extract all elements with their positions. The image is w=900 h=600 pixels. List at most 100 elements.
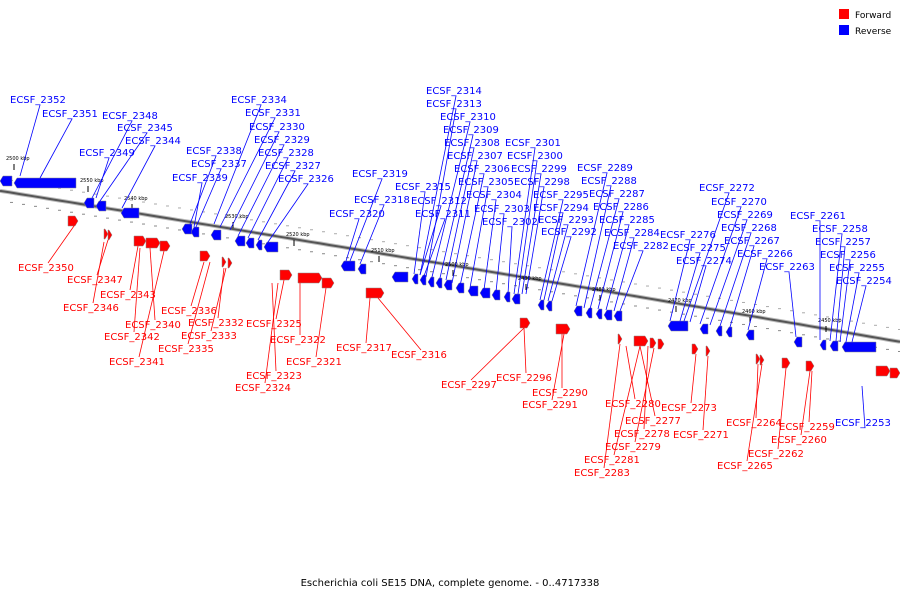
reverse-gene-label: ECSF_2258 (812, 224, 868, 235)
reverse-gene-label: ECSF_2253 (835, 418, 891, 429)
forward-gene-label: ECSF_2279 (605, 442, 661, 453)
label-leader (419, 95, 457, 276)
reverse-gene-label: ECSF_2276 (660, 230, 716, 241)
label-leader (459, 173, 485, 287)
reverse-gene-label: ECSF_2310 (440, 112, 496, 123)
gene-features (0, 175, 900, 379)
reverse-gene-label: ECSF_2272 (699, 183, 755, 194)
forward-gene-label: ECSF_2317 (336, 343, 392, 354)
map-caption: Escherichia coli SE15 DNA, complete geno… (300, 578, 600, 589)
tick-label: 2500 kbp (445, 262, 469, 268)
reverse-gene-label: ECSF_2320 (329, 209, 385, 220)
forward-gene-glyph (199, 250, 211, 262)
reverse-gene-label: ECSF_2318 (354, 195, 410, 206)
label-leader (483, 199, 497, 291)
label-leader (634, 347, 655, 443)
forward-gene-glyph (221, 256, 227, 268)
reverse-gene-glyph (255, 239, 263, 251)
label-leader (229, 131, 280, 231)
reverse-gene-label: ECSF_2285 (599, 215, 655, 226)
forward-gene-label: ECSF_2296 (496, 373, 552, 384)
reverse-gene-label: ECSF_2288 (581, 176, 637, 187)
label-leader (699, 206, 742, 325)
label-leader (210, 267, 227, 332)
reverse-gene-label: ECSF_2282 (613, 241, 669, 252)
label-leader (861, 385, 866, 429)
forward-gene-glyph (555, 323, 571, 335)
forward-gene-glyph (781, 357, 791, 369)
reverse-gene-label: ECSF_2338 (186, 146, 242, 157)
reverse-gene-label: ECSF_2254 (836, 276, 892, 287)
label-leader (47, 225, 75, 264)
reverse-gene-label: ECSF_2269 (717, 210, 773, 221)
forward-gene-label: ECSF_2323 (246, 371, 302, 382)
label-leader (267, 183, 309, 243)
label-leader (445, 147, 475, 281)
label-leader (747, 258, 768, 331)
forward-gene-glyph (617, 333, 623, 345)
reverse-gene-glyph (13, 177, 77, 189)
reverse-gene-glyph (613, 310, 623, 322)
label-leader (219, 117, 276, 228)
reverse-gene-glyph (0, 175, 13, 187)
forward-gene-label: ECSF_2291 (522, 400, 578, 411)
forward-gene-glyph (875, 365, 891, 377)
tick-label: 2540 kbp (124, 196, 148, 202)
label-leader (95, 157, 110, 199)
forward-gene-glyph (805, 360, 815, 372)
reverse-gene-glyph (503, 291, 511, 303)
label-leader (746, 363, 763, 462)
forward-gene-glyph (103, 228, 109, 240)
legend: Forward Reverse (839, 9, 892, 37)
label-leader (521, 173, 542, 295)
reverse-gene-label: ECSF_2305 (458, 177, 514, 188)
reverse-gene-label: ECSF_2309 (443, 125, 499, 136)
label-leader (689, 265, 707, 323)
label-leader (121, 145, 156, 209)
label-leader (539, 199, 564, 301)
reverse-gene-glyph (745, 329, 755, 341)
reverse-gene-glyph (603, 309, 613, 321)
label-leader (495, 213, 505, 293)
reverse-gene-label: ECSF_2307 (447, 151, 503, 162)
reverse-gene-glyph (427, 276, 435, 288)
reverse-gene-label: ECSF_2331 (245, 108, 301, 119)
tick-label: 2470 kbp (668, 298, 692, 304)
reverse-gene-glyph (411, 273, 419, 285)
label-leader (625, 345, 636, 400)
tick-label: 2520 kbp (286, 232, 310, 238)
label-leader (683, 192, 730, 322)
label-leader (777, 367, 787, 450)
forward-gene-label: ECSF_2297 (441, 380, 497, 391)
label-leader (217, 267, 225, 319)
forward-gene-label: ECSF_2259 (779, 422, 835, 433)
tick-label: 2480 kbp (592, 287, 616, 293)
forward-gene-glyph (297, 272, 323, 284)
reverse-gene-label: ECSF_2274 (676, 256, 732, 267)
reverse-gene-glyph (725, 326, 733, 338)
label-leader (702, 355, 709, 431)
reverse-gene-label: ECSF_2327 (265, 161, 321, 172)
reverse-gene-label: ECSF_2328 (258, 148, 314, 159)
reverse-gene-label: ECSF_2306 (454, 164, 510, 175)
reverse-gene-glyph (545, 300, 553, 312)
label-leader (755, 363, 759, 419)
forward-gene-glyph (649, 337, 657, 349)
reverse-gene-glyph (793, 336, 803, 348)
reverse-gene-glyph (819, 339, 827, 351)
label-leader (19, 104, 41, 177)
forward-gene-label: ECSF_2336 (161, 306, 217, 317)
label-leader (419, 205, 442, 276)
label-leader (690, 353, 697, 404)
forward-gene-label: ECSF_2273 (661, 403, 717, 414)
tick-label: 2460 kbp (742, 309, 766, 315)
label-leader (800, 370, 811, 436)
forward-gene-glyph (705, 345, 711, 357)
label-leader (349, 178, 383, 262)
label-leader (829, 233, 843, 342)
label-leader (195, 168, 222, 228)
reverse-gene-glyph (715, 325, 723, 337)
forward-gene-glyph (67, 215, 79, 227)
